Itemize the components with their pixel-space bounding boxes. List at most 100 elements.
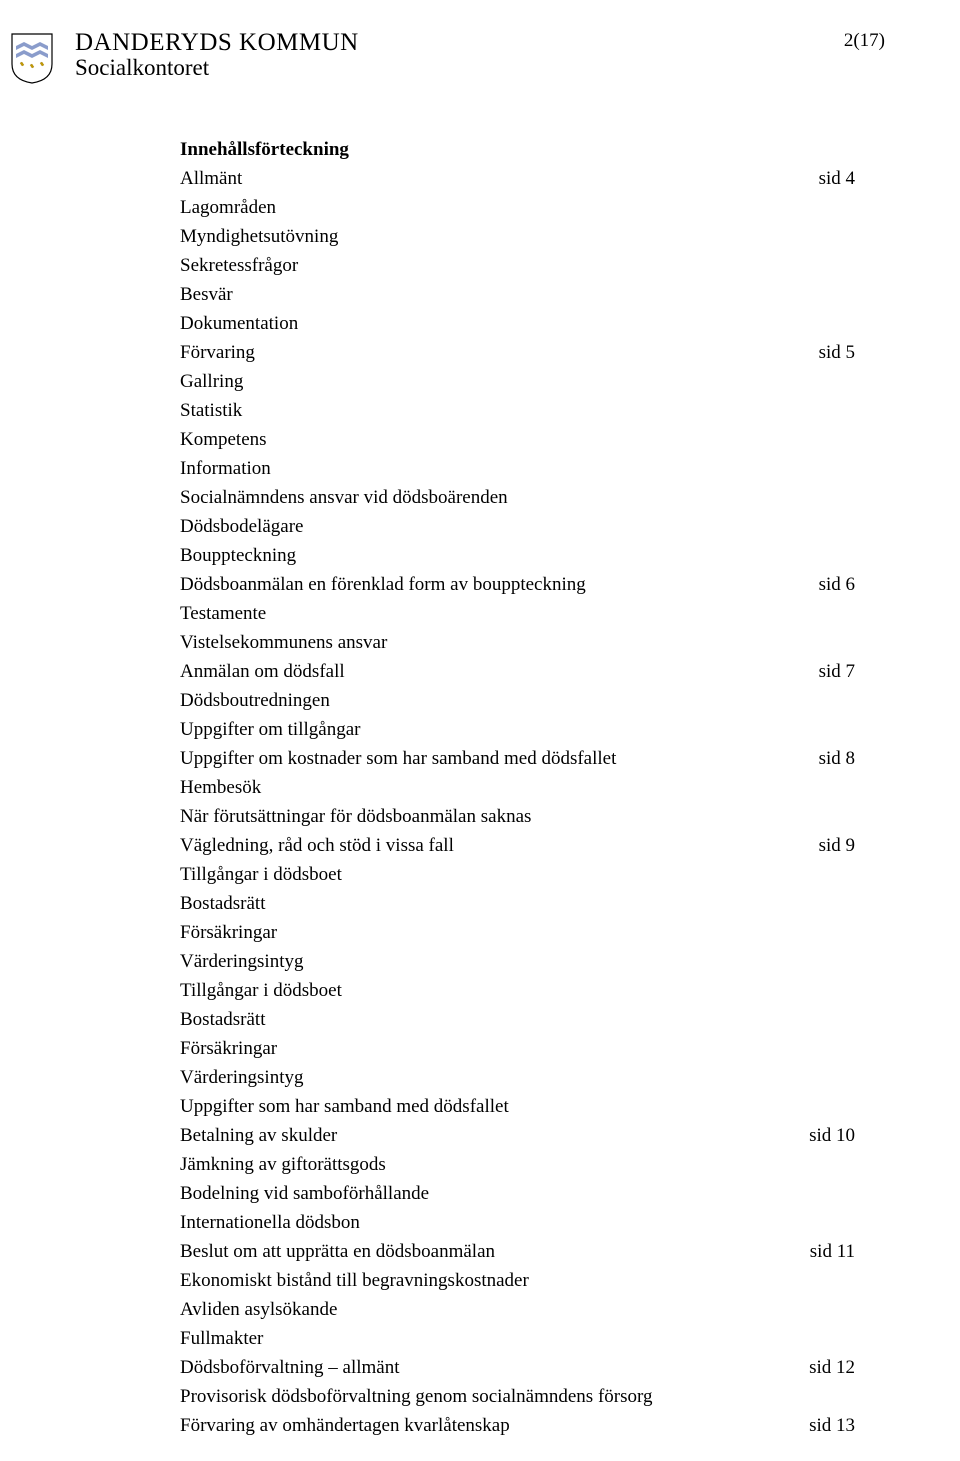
toc-entry-label: Statistik (180, 401, 835, 420)
toc-row: Information (180, 459, 855, 478)
toc-row: Myndighetsutövning (180, 227, 855, 246)
toc-entry-label: Myndighetsutövning (180, 227, 835, 246)
toc-entry-label: Dödsboutredningen (180, 691, 835, 710)
toc-entry-label: Tillgångar i dödsboet (180, 981, 835, 1000)
toc-entry-label: Bodelning vid samboförhållande (180, 1184, 835, 1203)
toc-row: Vistelsekommunens ansvar (180, 633, 855, 652)
org-title: DANDERYDS KOMMUN (75, 30, 885, 55)
toc-entry-page: sid 13 (789, 1416, 855, 1435)
toc-entry-page (835, 923, 855, 942)
toc-entry-label: Bostadsrätt (180, 1010, 835, 1029)
toc-entry-label: Bostadsrätt (180, 894, 835, 913)
toc-entry-page (835, 981, 855, 1000)
toc-row: Vägledning, råd och stöd i vissa fallsid… (180, 836, 855, 855)
toc-entry-label: Vägledning, råd och stöd i vissa fall (180, 836, 799, 855)
toc-row: Bostadsrätt (180, 894, 855, 913)
toc-row: Fullmakter (180, 1329, 855, 1348)
toc-entry-label: Testamente (180, 604, 835, 623)
toc-entry-page (835, 865, 855, 884)
toc-entry-label: Kompetens (180, 430, 835, 449)
toc-row: Dödsboanmälan en förenklad form av boupp… (180, 575, 855, 594)
toc-entry-page (835, 488, 855, 507)
toc-entry-label: Förvaring av omhändertagen kvarlåtenskap (180, 1416, 789, 1435)
toc-entry-page (835, 285, 855, 304)
toc-entry-label: Uppgifter om tillgångar (180, 720, 835, 739)
toc-entry-label: Förvaring (180, 343, 799, 362)
toc-entry-label: Värderingsintyg (180, 952, 835, 971)
toc-entry-page: sid 5 (799, 343, 855, 362)
toc-row: Kompetens (180, 430, 855, 449)
toc-entry-page (835, 1329, 855, 1348)
toc-entry-page (835, 1010, 855, 1029)
toc-row: Avliden asylsökande (180, 1300, 855, 1319)
toc-entry-page (835, 1097, 855, 1116)
toc-entry-page (835, 1271, 855, 1290)
toc-row: Besvär (180, 285, 855, 304)
page-number: 2(17) (844, 30, 885, 52)
toc-row: Uppgifter om tillgångar (180, 720, 855, 739)
toc-entry-page: sid 4 (799, 169, 855, 188)
toc-entry-label: Avliden asylsökande (180, 1300, 835, 1319)
toc-entry-label: Värderingsintyg (180, 1068, 835, 1087)
toc-entry-page (835, 807, 855, 826)
toc-entry-label: Försäkringar (180, 1039, 835, 1058)
toc-entry-page: sid 12 (789, 1358, 855, 1377)
toc-entry-label: Vistelsekommunens ansvar (180, 633, 835, 652)
toc-entry-page (835, 198, 855, 217)
toc-row: Hembesök (180, 778, 855, 797)
municipality-crest-icon (10, 32, 54, 84)
toc-entry-page (835, 459, 855, 478)
toc-row: Allmäntsid 4 (180, 169, 855, 188)
toc-entry-page (835, 546, 855, 565)
toc-entry-page: sid 7 (799, 662, 855, 681)
document-page: DANDERYDS KOMMUN Socialkontoret 2(17) In… (0, 0, 960, 1461)
toc-entry-page: sid 11 (790, 1242, 855, 1261)
toc-row: Värderingsintyg (180, 1068, 855, 1087)
toc-entry-page: sid 9 (799, 836, 855, 855)
toc-row: Uppgifter om kostnader som har samband m… (180, 749, 855, 768)
toc-rows-container: Allmäntsid 4 Lagområden Myndighetsutövning… (180, 169, 855, 1435)
toc-row: Ekonomiskt bistånd till begravningskostn… (180, 1271, 855, 1290)
toc-entry-label: Besvär (180, 285, 835, 304)
toc-entry-page (835, 1155, 855, 1174)
toc-row: Jämkning av giftorättsgods (180, 1155, 855, 1174)
toc-row: Dödsboförvaltning – allmäntsid 12 (180, 1358, 855, 1377)
toc-entry-page (835, 401, 855, 420)
toc-row: Internationella dödsbon (180, 1213, 855, 1232)
toc-entry-label: Hembesök (180, 778, 835, 797)
toc-entry-label: Internationella dödsbon (180, 1213, 835, 1232)
toc-row: Bouppteckning (180, 546, 855, 565)
toc-row: Förvaringsid 5 (180, 343, 855, 362)
toc-entry-page (835, 778, 855, 797)
toc-entry-page (835, 1068, 855, 1087)
toc-row: Dokumentation (180, 314, 855, 333)
toc-row: Gallring (180, 372, 855, 391)
toc-entry-label: Dödsboanmälan en förenklad form av boupp… (180, 575, 799, 594)
toc-row: Statistik (180, 401, 855, 420)
toc-row: Lagområden (180, 198, 855, 217)
toc-entry-label: Allmänt (180, 169, 799, 188)
toc-entry-page (835, 256, 855, 275)
toc-entry-label: Tillgångar i dödsboet (180, 865, 835, 884)
toc-row: Tillgångar i dödsboet (180, 981, 855, 1000)
toc-entry-label: Gallring (180, 372, 835, 391)
toc-entry-page (835, 517, 855, 536)
toc-entry-label: Jämkning av giftorättsgods (180, 1155, 835, 1174)
toc-entry-page (835, 604, 855, 623)
toc-entry-page: sid 6 (799, 575, 855, 594)
toc-row: Värderingsintyg (180, 952, 855, 971)
toc-entry-page (835, 1039, 855, 1058)
toc-heading: Innehållsförteckning (180, 140, 855, 159)
toc-row: Betalning av skuldersid 10 (180, 1126, 855, 1145)
toc-entry-label: Information (180, 459, 835, 478)
toc-entry-label: Ekonomiskt bistånd till begravningskostn… (180, 1271, 835, 1290)
toc-entry-label: Betalning av skulder (180, 1126, 789, 1145)
toc-entry-page (835, 372, 855, 391)
toc-entry-label: Provisorisk dödsboförvaltning genom soci… (180, 1387, 835, 1406)
toc-entry-label: Lagområden (180, 198, 835, 217)
toc-row: Dödsboutredningen (180, 691, 855, 710)
toc-row: Bostadsrätt (180, 1010, 855, 1029)
toc-row: Testamente (180, 604, 855, 623)
toc-entry-label: Sekretessfrågor (180, 256, 835, 275)
toc-row: Sekretessfrågor (180, 256, 855, 275)
